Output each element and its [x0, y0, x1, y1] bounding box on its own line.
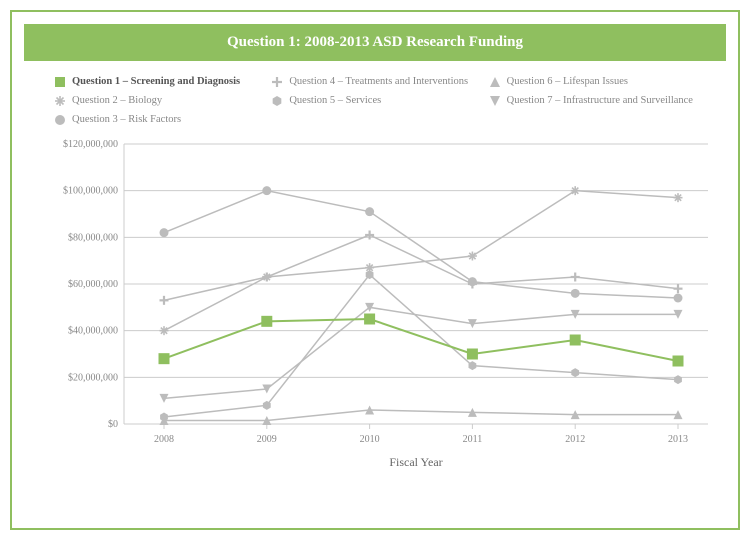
- svg-text:2008: 2008: [154, 434, 174, 445]
- svg-text:$100,000,000: $100,000,000: [63, 186, 118, 197]
- svg-text:$60,000,000: $60,000,000: [68, 279, 118, 290]
- chart-title: Question 1: 2008-2013 ASD Research Fundi…: [24, 24, 726, 61]
- legend-item: Question 6 – Lifespan Issues: [489, 75, 696, 88]
- legend-label: Question 5 – Services: [289, 94, 381, 107]
- square-icon: [54, 76, 66, 88]
- hexagon-icon: [271, 95, 283, 107]
- svg-text:$120,000,000: $120,000,000: [63, 139, 118, 150]
- legend-label: Question 7 – Infrastructure and Surveill…: [507, 94, 693, 107]
- svg-text:2009: 2009: [257, 434, 277, 445]
- legend-item: Question 5 – Services: [271, 94, 478, 107]
- svg-text:$80,000,000: $80,000,000: [68, 233, 118, 244]
- svg-text:2013: 2013: [668, 434, 688, 445]
- triangle-icon: [489, 76, 501, 88]
- legend-item: Question 1 – Screening and Diagnosis: [54, 75, 261, 88]
- svg-text:2012: 2012: [565, 434, 585, 445]
- svg-text:$0: $0: [108, 419, 118, 430]
- chart-frame: Question 1: 2008-2013 ASD Research Fundi…: [10, 10, 740, 530]
- circle-icon: [54, 114, 66, 126]
- svg-text:2011: 2011: [463, 434, 483, 445]
- legend-label: Question 3 – Risk Factors: [72, 113, 181, 126]
- chart-area: $0 $20,000,000 $40,000,000 $60,000,000 $80,0…: [24, 134, 726, 474]
- svg-text:2010: 2010: [360, 434, 380, 445]
- line-chart: $0 $20,000,000 $40,000,000 $60,000,000 $80,0…: [24, 134, 728, 474]
- svg-text:$40,000,000: $40,000,000: [68, 326, 118, 337]
- legend-item: Question 4 – Treatments and Intervention…: [271, 75, 478, 88]
- triangle-down-icon: [489, 95, 501, 107]
- legend-label: Question 4 – Treatments and Intervention…: [289, 75, 468, 88]
- legend-label: Question 1 – Screening and Diagnosis: [72, 75, 240, 88]
- plus-icon: [271, 76, 283, 88]
- asterisk-icon: [54, 95, 66, 107]
- legend-item: Question 2 – Biology: [54, 94, 261, 107]
- legend-label: Question 6 – Lifespan Issues: [507, 75, 628, 88]
- legend: Question 1 – Screening and Diagnosis Que…: [24, 61, 726, 134]
- legend-item: Question 7 – Infrastructure and Surveill…: [489, 94, 696, 107]
- svg-text:$20,000,000: $20,000,000: [68, 373, 118, 384]
- legend-item: Question 3 – Risk Factors: [54, 113, 261, 126]
- legend-label: Question 2 – Biology: [72, 94, 162, 107]
- x-axis-label: Fiscal Year: [389, 455, 442, 469]
